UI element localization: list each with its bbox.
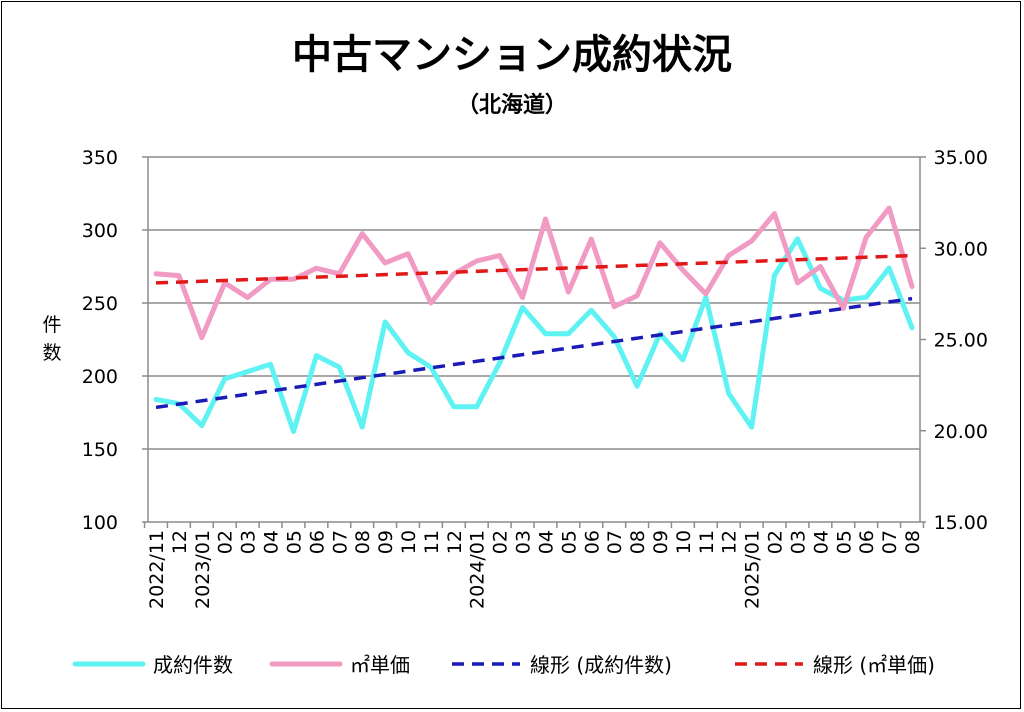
right-axis-ticks: 15.00 20.00 25.00 30.00 35.00 — [920, 147, 988, 534]
x-tick-label: 09 — [375, 530, 397, 554]
x-tick-label: 2024/01 — [467, 530, 489, 609]
x-tick-label: 2025/01 — [742, 530, 764, 609]
right-tick-label: 25.00 — [934, 330, 988, 352]
x-tick-label: 08 — [352, 530, 374, 554]
x-tick-label: 05 — [283, 530, 305, 554]
x-tick-label: 06 — [306, 530, 328, 554]
legend: 成約件数 ㎡単価 線形 (成約件数) 線形 (㎡単価) — [72, 653, 935, 677]
legend-item-count-label: 成約件数 — [153, 653, 233, 677]
x-tick-label: 03 — [787, 530, 809, 554]
x-tick-label: 06 — [856, 530, 878, 554]
right-tick-label: 15.00 — [934, 512, 988, 534]
x-tick-label: 07 — [329, 530, 351, 554]
x-tick-label: 10 — [673, 530, 695, 554]
left-axis-label: 件数 — [42, 314, 61, 364]
right-tick-label: 35.00 — [934, 147, 988, 169]
x-tick-label: 11 — [421, 530, 443, 554]
series-line-count — [153, 236, 915, 434]
x-tick-label: 09 — [650, 530, 672, 554]
x-tick-label: 04 — [261, 530, 283, 554]
x-tick-label: 06 — [581, 530, 603, 554]
right-tick-label: 20.00 — [934, 421, 988, 443]
x-tick-label: 08 — [902, 530, 924, 554]
left-tick-label: 350 — [82, 147, 118, 169]
x-tick-label: 07 — [879, 530, 901, 554]
x-tick-label: 2023/01 — [192, 530, 214, 609]
x-tick-label: 12 — [719, 530, 741, 554]
chart-subtitle: （北海道） — [457, 92, 567, 118]
x-tick-label: 03 — [238, 530, 260, 554]
legend-item-trend-unit-price-label: 線形 (㎡単価) — [813, 653, 935, 677]
x-tick-label: 02 — [765, 530, 787, 554]
trend-line-count — [155, 296, 913, 410]
left-axis-label-char: 数 — [42, 342, 61, 364]
x-tick-label: 07 — [604, 530, 626, 554]
x-tick-label: 12 — [444, 530, 466, 554]
chart-title: 中古マンション成約状況 — [292, 32, 732, 78]
left-axis-label-char: 件 — [42, 314, 61, 336]
x-tick-label: 03 — [513, 530, 535, 554]
left-tick-label: 200 — [82, 366, 118, 388]
left-tick-label: 250 — [82, 293, 118, 315]
x-tick-label: 04 — [810, 530, 832, 554]
x-tick-label: 2022/11 — [146, 530, 168, 609]
x-tick-label: 08 — [627, 530, 649, 554]
x-tick-label: 11 — [696, 530, 718, 554]
right-tick-label: 30.00 — [934, 238, 988, 260]
left-tick-label: 300 — [82, 220, 118, 242]
x-tick-label: 04 — [535, 530, 557, 554]
axes — [147, 157, 921, 523]
series-lines — [153, 205, 915, 434]
legend-item-unit-price-label: ㎡単価 — [350, 653, 410, 677]
x-tick-label: 02 — [215, 530, 237, 554]
trend-line-unit-price — [155, 253, 913, 285]
left-tick-label: 100 — [82, 512, 118, 534]
x-axis-ticks: 2022/11 12 2023/01 02 03 04 05 06 07 08 09 10 11 12 20… — [143, 522, 925, 609]
x-tick-label: 10 — [398, 530, 420, 554]
x-tick-label: 02 — [490, 530, 512, 554]
x-tick-label: 12 — [169, 530, 191, 554]
left-axis-ticks: 100 150 200 250 300 350 — [82, 147, 148, 534]
gridlines — [148, 156, 920, 450]
x-tick-label: 05 — [558, 530, 580, 554]
x-tick-label: 05 — [833, 530, 855, 554]
legend-item-trend-count-label: 線形 (成約件数) — [530, 653, 672, 677]
left-tick-label: 150 — [82, 439, 118, 461]
